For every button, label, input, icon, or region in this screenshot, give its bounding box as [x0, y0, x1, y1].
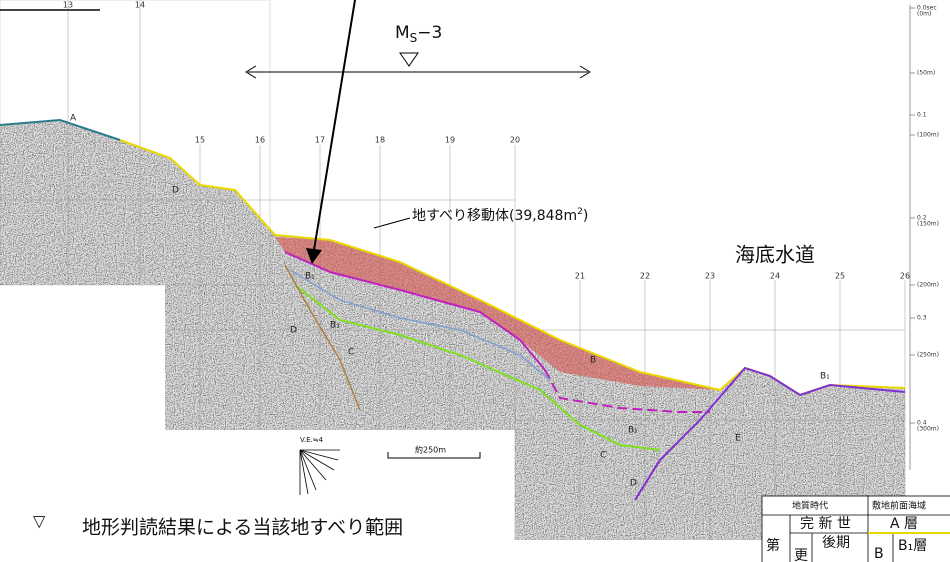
c-line	[294, 284, 661, 451]
table-cell: 地質時代	[792, 500, 828, 512]
legend-symbol: ▽	[33, 512, 46, 531]
depth-sec: 0.4	[917, 420, 927, 427]
table-cell: 更	[794, 548, 808, 562]
layer-label: B₁	[628, 426, 638, 436]
layer-label: B	[590, 356, 596, 366]
b3-line	[289, 269, 551, 381]
km-marker: 17	[315, 136, 325, 145]
ve-fan	[299, 449, 340, 495]
table-cell: 敷地前面海域	[872, 500, 926, 512]
km-marker: 19	[445, 136, 455, 145]
landslide-body	[275, 237, 720, 390]
table-cell: 後期	[822, 535, 850, 551]
ms-sub: S	[410, 31, 418, 45]
depth-m: (100m)	[917, 132, 939, 139]
ms-marker: MS−3	[395, 23, 442, 45]
km-marker: 22	[640, 272, 650, 281]
layer-label: C	[600, 451, 606, 461]
table-cell: A 層	[890, 516, 918, 532]
layer-label: B₁	[305, 272, 315, 282]
layer-label: B₃	[330, 321, 340, 331]
landslide-sup: 2	[577, 207, 583, 217]
channel-label: 海底水道	[735, 243, 815, 267]
km-marker: 13	[63, 1, 73, 10]
ms-main: M	[395, 23, 410, 43]
depth-m: (150m)	[917, 221, 939, 228]
layer-label: C	[348, 348, 354, 358]
km-marker: 15	[195, 136, 205, 145]
km-marker: 25	[835, 272, 845, 281]
b1-line-dashed	[544, 369, 710, 413]
b1-line	[284, 251, 546, 371]
depth-m: (50m)	[917, 70, 935, 77]
layer-label: E	[735, 434, 741, 444]
table-cell: B	[874, 546, 884, 562]
e-line	[634, 366, 906, 501]
seafloor-a	[0, 118, 121, 141]
table-grid	[761, 495, 950, 562]
layer-label: D	[172, 186, 179, 196]
range-arrow-heads	[245, 65, 591, 79]
km-marker: 18	[375, 136, 385, 145]
km-marker: 16	[255, 136, 265, 145]
landslide-close: )	[583, 208, 588, 224]
scale-bar-label: 約250m	[415, 445, 446, 455]
depth-m: (0m)	[917, 11, 931, 18]
table-cell: 第	[766, 537, 780, 554]
depth-sec: 0.0sec	[917, 5, 937, 12]
depth-sec: 0.3	[917, 315, 927, 322]
km-marker: 20	[510, 136, 520, 145]
depth-m: (250m)	[917, 352, 939, 359]
km-marker: 21	[575, 272, 585, 281]
layer-label: D	[630, 479, 637, 489]
scale-bar	[387, 452, 481, 459]
label-leader	[373, 217, 411, 229]
km-marker: 24	[770, 272, 780, 281]
landslide-text: 地すべり移動体(39,848m	[412, 208, 577, 224]
layer-label: A	[70, 114, 77, 124]
d-line	[284, 264, 361, 411]
ve-label: V.E.≒4	[300, 436, 324, 444]
layer-label: B₁	[820, 372, 830, 382]
layer-label: D	[290, 326, 297, 336]
ms-rest: −3	[417, 23, 442, 43]
table-cell: B₁層	[898, 538, 927, 554]
km-marker: 14	[135, 1, 145, 10]
depth-sec: 0.1	[917, 112, 927, 119]
depth-sec: 0.2	[917, 215, 927, 222]
depth-m: (300m)	[917, 426, 939, 433]
table-cell: 完 新 世	[800, 516, 851, 532]
legend-text: 地形判読結果による当該地すべり範囲	[82, 517, 403, 539]
ms-triangle	[399, 52, 419, 67]
pointer-arrow	[313, 0, 356, 251]
km-marker: 23	[705, 272, 715, 281]
km-marker: 26	[900, 272, 910, 281]
arrow-head	[306, 248, 322, 264]
grid	[0, 0, 906, 540]
landslide-label: 地すべり移動体(39,848m2)	[412, 207, 588, 225]
depth-m: (200m)	[917, 282, 939, 289]
